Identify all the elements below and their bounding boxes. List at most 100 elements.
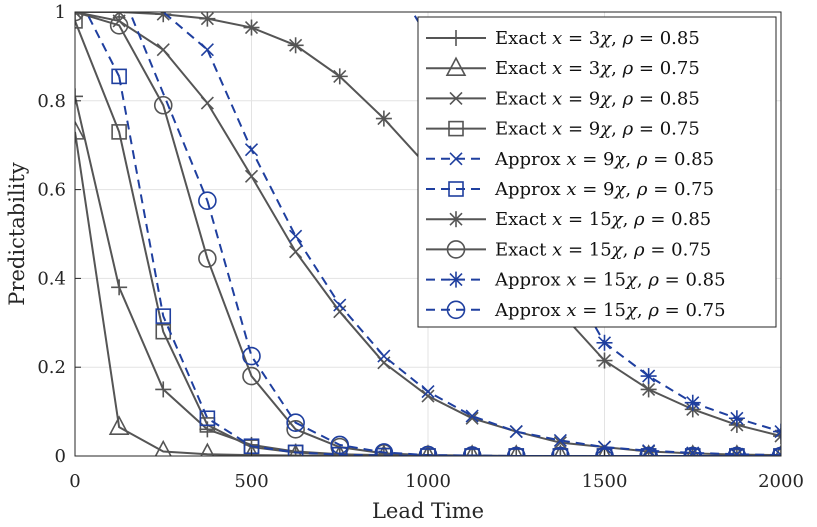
y-tick-label: 0.6 xyxy=(37,180,66,201)
legend: Exact x = 3χ, ρ = 0.85 Exact x = 3χ, ρ = … xyxy=(417,16,777,328)
data-point-marker xyxy=(331,68,348,85)
series-line xyxy=(75,131,781,456)
legend-label: Exact x = 3χ, ρ = 0.85 xyxy=(495,28,700,49)
x-tick-label: 0 xyxy=(69,471,80,492)
series-layer xyxy=(75,12,781,456)
legend-label: Approx x = 15χ, ρ = 0.75 xyxy=(494,300,726,321)
y-axis-label: Predictability xyxy=(5,162,29,306)
legend-marker xyxy=(448,30,464,46)
legend-marker xyxy=(448,120,464,137)
data-point-marker xyxy=(109,16,129,35)
data-point-marker xyxy=(75,120,86,140)
data-point-marker xyxy=(155,12,172,23)
data-point-marker xyxy=(287,444,304,456)
data-point-marker xyxy=(730,447,744,456)
legend-entry: Approx x = 9χ, ρ = 0.75 xyxy=(426,179,714,200)
legend-entry: Exact x = 15χ, ρ = 0.75 xyxy=(426,239,711,260)
x-axis-label: Lead Time xyxy=(372,499,484,523)
data-point-marker xyxy=(683,446,703,456)
data-point-marker xyxy=(727,446,747,456)
data-point-marker xyxy=(596,334,613,351)
data-point-marker xyxy=(728,448,745,456)
legend-label: Approx x = 15χ, ρ = 0.85 xyxy=(494,270,726,291)
data-point-marker xyxy=(554,444,567,456)
data-point-marker xyxy=(333,305,347,319)
series-line-segment xyxy=(128,12,209,202)
data-point-marker xyxy=(640,368,657,385)
y-tick-label: 0.2 xyxy=(37,357,66,378)
data-point-marker xyxy=(420,448,436,456)
data-point-marker xyxy=(465,444,479,456)
data-point-marker xyxy=(200,43,214,57)
data-point-marker xyxy=(773,423,781,440)
data-point-marker xyxy=(200,96,214,110)
data-point-marker xyxy=(510,444,523,456)
axis-ticks: 0 500 1000 1500 2000 0 0.2 0.4 0.6 0.8 1 xyxy=(37,2,804,492)
data-point-marker xyxy=(155,308,172,324)
data-point-marker xyxy=(552,448,569,456)
data-point-marker xyxy=(553,433,567,448)
data-point-marker xyxy=(598,444,611,456)
data-point-marker xyxy=(156,43,170,57)
data-point-marker xyxy=(421,385,435,399)
data-point-marker xyxy=(200,442,215,456)
data-point-marker xyxy=(111,279,128,296)
data-point-marker xyxy=(333,298,347,312)
data-point-marker xyxy=(111,68,127,85)
data-point-marker xyxy=(286,413,305,433)
series-line-segment xyxy=(162,12,209,51)
data-point-marker xyxy=(684,394,701,411)
legend-marker xyxy=(449,91,463,105)
data-point-marker xyxy=(729,448,745,456)
legend-entry: Exact x = 15χ, ρ = 0.85 xyxy=(426,209,711,230)
data-point-marker xyxy=(153,95,173,115)
legend-entry: Exact x = 9χ, ρ = 0.75 xyxy=(426,119,700,140)
data-point-marker xyxy=(774,448,781,456)
data-point-marker xyxy=(639,446,658,456)
legend-marker xyxy=(448,181,464,197)
y-tick-label: 1 xyxy=(55,2,66,23)
legend-marker xyxy=(446,240,466,259)
legend-label: Approx x = 9χ, ρ = 0.75 xyxy=(494,179,714,200)
legend-label: Exact x = 15χ, ρ = 0.75 xyxy=(495,239,711,260)
data-point-marker xyxy=(199,410,216,427)
legend-label: Approx x = 9χ, ρ = 0.85 xyxy=(494,149,714,170)
legend-label: Exact x = 9χ, ρ = 0.85 xyxy=(495,88,700,109)
data-point-marker xyxy=(243,19,260,36)
x-tick-label: 1000 xyxy=(405,471,451,492)
x-tick-label: 2000 xyxy=(758,471,804,492)
data-point-marker xyxy=(155,381,172,398)
legend-entry: Approx x = 15χ, ρ = 0.85 xyxy=(426,270,726,291)
data-point-marker xyxy=(551,446,570,456)
data-point-marker xyxy=(377,349,391,363)
legend-marker xyxy=(446,300,466,320)
data-point-marker xyxy=(421,389,435,403)
legend-entry: Exact x = 3χ, ρ = 0.75 xyxy=(426,56,700,79)
series-approx-x-9-0-75 xyxy=(85,12,781,456)
data-point-marker xyxy=(198,249,217,268)
data-point-marker xyxy=(465,409,479,423)
legend-label: Exact x = 9χ, ρ = 0.75 xyxy=(495,119,700,140)
data-point-marker xyxy=(287,37,304,54)
data-point-marker xyxy=(686,444,699,456)
data-point-marker xyxy=(506,446,526,456)
y-tick-label: 0.4 xyxy=(37,268,66,289)
legend-marker xyxy=(448,211,464,228)
data-point-marker xyxy=(640,448,657,456)
y-tick-label: 0.8 xyxy=(37,91,66,112)
data-point-marker xyxy=(418,445,438,456)
data-point-marker xyxy=(374,443,394,456)
data-point-marker xyxy=(75,13,83,29)
data-point-marker xyxy=(289,245,303,259)
legend-marker xyxy=(445,56,467,76)
data-point-marker xyxy=(111,124,127,140)
legend-entry: Approx x = 9χ, ρ = 0.85 xyxy=(426,149,714,170)
legend-marker xyxy=(448,271,464,288)
data-point-marker xyxy=(509,425,523,439)
data-point-marker xyxy=(464,448,481,456)
data-point-marker xyxy=(199,12,216,27)
data-point-marker xyxy=(242,366,261,386)
data-point-marker xyxy=(108,415,130,435)
data-point-marker xyxy=(289,443,303,456)
data-point-marker xyxy=(244,143,259,157)
